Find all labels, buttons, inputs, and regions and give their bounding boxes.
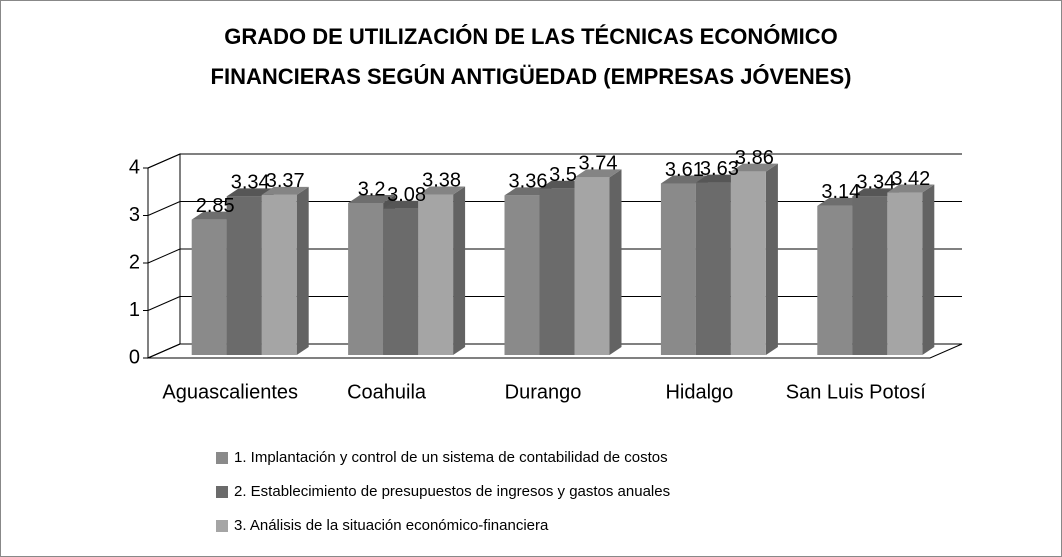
data-label: 2.85 — [196, 195, 235, 217]
y-tick-label: 3 — [129, 204, 140, 226]
legend-label: 2. Establecimiento de presupuestos de in… — [234, 483, 670, 500]
bar-front — [261, 194, 297, 355]
chart-title: FINANCIERAS SEGÚN ANTIGÜEDAD (EMPRESAS J… — [211, 64, 852, 89]
bar-top — [348, 195, 396, 203]
data-label: 3.34 — [231, 172, 270, 194]
data-label: 3.2 — [358, 178, 386, 200]
x-tick-label: Aguascalientes — [162, 381, 298, 403]
bar-side — [296, 186, 309, 355]
data-label: 3.14 — [821, 181, 860, 203]
y-tick-label: 2 — [129, 251, 140, 273]
bar-top — [418, 186, 466, 195]
grid-line — [147, 296, 181, 311]
grid-line — [147, 153, 181, 169]
bar-top — [226, 188, 274, 197]
bar — [418, 186, 466, 355]
grid-line — [147, 248, 181, 264]
data-label: 3.61 — [665, 159, 704, 181]
bar-front — [660, 183, 696, 355]
bar-front — [887, 192, 923, 355]
data-label: 3.08 — [387, 184, 426, 206]
bar — [730, 163, 778, 355]
x-tick-label: Coahuila — [347, 381, 427, 403]
bar-front — [191, 219, 227, 355]
legend-swatch — [216, 452, 228, 464]
data-label: 3.34 — [856, 172, 895, 194]
y-tick-label: 0 — [129, 346, 140, 368]
bar-side — [922, 184, 935, 355]
bar-top — [261, 186, 309, 195]
data-label: 3.74 — [579, 153, 618, 175]
data-label: 3.5 — [549, 164, 577, 186]
bar-top — [730, 163, 778, 172]
grid-line — [147, 343, 181, 359]
y-tick-label: 1 — [129, 299, 140, 321]
bar — [887, 184, 935, 355]
bar-side — [609, 169, 622, 355]
data-label: 3.38 — [422, 170, 461, 192]
bar-side — [453, 186, 466, 355]
legend-label: 3. Análisis de la situación económico-fi… — [234, 517, 549, 534]
x-tick-label: Durango — [505, 381, 582, 403]
y-tick-label: 4 — [129, 156, 140, 178]
bar-top — [574, 169, 622, 178]
bar-front — [383, 208, 419, 355]
x-tick-label: San Luis Potosí — [786, 381, 927, 403]
data-label: 3.86 — [735, 147, 774, 169]
bar — [261, 186, 309, 355]
bar-front — [539, 188, 575, 355]
bar-top — [887, 184, 935, 193]
bar-front — [817, 205, 853, 355]
bar-front — [574, 177, 610, 355]
bar-side — [765, 163, 778, 355]
data-label: 3.42 — [891, 168, 930, 190]
bar — [574, 169, 622, 355]
bar-front — [695, 182, 731, 355]
legend-swatch — [216, 520, 228, 532]
bar-front — [418, 194, 454, 355]
bar-front — [226, 196, 262, 355]
bar-front — [348, 203, 384, 355]
data-label: 3.36 — [509, 171, 548, 193]
legend-label: 1. Implantación y control de un sistema … — [234, 449, 668, 466]
data-label: 3.37 — [266, 170, 305, 192]
bar-front — [504, 195, 540, 355]
data-label: 3.63 — [700, 158, 739, 180]
grid-line — [147, 201, 181, 216]
chart-title: GRADO DE UTILIZACIÓN DE LAS TÉCNICAS ECO… — [224, 24, 838, 49]
bar-front — [730, 171, 766, 355]
bar-front — [852, 196, 888, 355]
legend-swatch — [216, 486, 228, 498]
bar-top — [660, 175, 708, 184]
x-tick-label: Hidalgo — [665, 381, 733, 403]
